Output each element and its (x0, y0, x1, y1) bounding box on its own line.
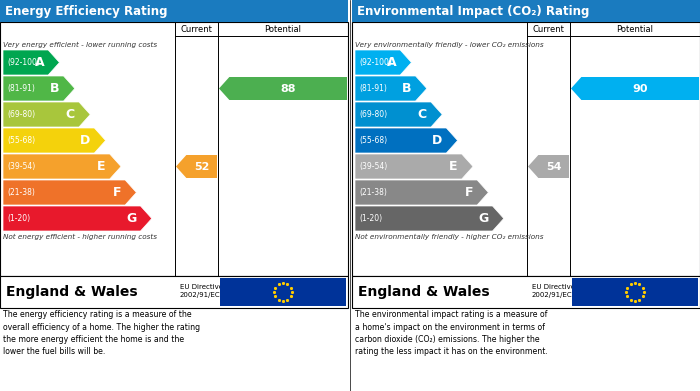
Text: The energy efficiency rating is a measure of the
overall efficiency of a home. T: The energy efficiency rating is a measur… (3, 310, 200, 357)
Text: The environmental impact rating is a measure of
a home's impact on the environme: The environmental impact rating is a mea… (355, 310, 548, 357)
Polygon shape (355, 102, 442, 127)
Text: (69-80): (69-80) (359, 110, 387, 119)
Text: Potential: Potential (617, 25, 654, 34)
Text: A: A (386, 56, 396, 69)
Polygon shape (3, 180, 136, 205)
Polygon shape (571, 77, 699, 100)
Bar (352, 22, 700, 276)
Text: Current: Current (533, 25, 564, 34)
Text: E: E (449, 160, 458, 173)
Text: 90: 90 (632, 84, 648, 93)
Text: 54: 54 (546, 161, 561, 172)
Polygon shape (176, 155, 217, 178)
Text: (55-68): (55-68) (7, 136, 35, 145)
Text: (92-100): (92-100) (7, 58, 40, 67)
Text: (39-54): (39-54) (7, 162, 35, 171)
Text: Potential: Potential (265, 25, 302, 34)
Text: Not environmentally friendly - higher CO₂ emissions: Not environmentally friendly - higher CO… (355, 234, 543, 240)
Text: (1-20): (1-20) (359, 214, 382, 223)
Text: EU Directive: EU Directive (532, 284, 575, 290)
Text: B: B (50, 82, 60, 95)
Text: C: C (66, 108, 75, 121)
Polygon shape (3, 206, 152, 231)
Polygon shape (355, 180, 489, 205)
Polygon shape (355, 50, 412, 75)
Polygon shape (355, 206, 504, 231)
Text: Not energy efficient - higher running costs: Not energy efficient - higher running co… (3, 234, 157, 240)
Polygon shape (355, 154, 473, 179)
Text: E: E (97, 160, 106, 173)
Text: Environmental Impact (CO₂) Rating: Environmental Impact (CO₂) Rating (357, 5, 589, 18)
Text: 2002/91/EC: 2002/91/EC (180, 292, 220, 298)
Bar (0, 276, 348, 308)
Text: England & Wales: England & Wales (358, 285, 489, 299)
Text: D: D (432, 134, 442, 147)
Text: EU Directive: EU Directive (180, 284, 223, 290)
Text: F: F (113, 186, 121, 199)
Polygon shape (3, 102, 90, 127)
Bar (0, 22, 348, 276)
Polygon shape (3, 128, 106, 153)
Bar (220, 278, 346, 306)
Text: B: B (402, 82, 412, 95)
Text: G: G (126, 212, 136, 225)
Text: A: A (34, 56, 44, 69)
Text: Very energy efficient - lower running costs: Very energy efficient - lower running co… (3, 42, 157, 48)
Bar (0, 0, 348, 22)
Text: Current: Current (181, 25, 212, 34)
Text: England & Wales: England & Wales (6, 285, 138, 299)
Text: 52: 52 (194, 161, 209, 172)
Text: (21-38): (21-38) (7, 188, 35, 197)
Polygon shape (3, 154, 121, 179)
Text: G: G (478, 212, 489, 225)
Text: Very environmentally friendly - lower CO₂ emissions: Very environmentally friendly - lower CO… (355, 42, 544, 48)
Text: (1-20): (1-20) (7, 214, 30, 223)
Text: (81-91): (81-91) (7, 84, 35, 93)
Text: C: C (418, 108, 427, 121)
Bar (352, 0, 700, 22)
Text: (21-38): (21-38) (359, 188, 387, 197)
Text: 2002/91/EC: 2002/91/EC (532, 292, 573, 298)
Text: (92-100): (92-100) (359, 58, 392, 67)
Polygon shape (3, 50, 60, 75)
Polygon shape (355, 128, 458, 153)
Text: F: F (465, 186, 473, 199)
Polygon shape (528, 155, 569, 178)
Text: 88: 88 (281, 84, 296, 93)
Text: D: D (80, 134, 90, 147)
Bar (352, 276, 700, 308)
Polygon shape (219, 77, 347, 100)
Text: Energy Efficiency Rating: Energy Efficiency Rating (5, 5, 167, 18)
Polygon shape (355, 76, 427, 101)
Polygon shape (3, 76, 75, 101)
Text: (69-80): (69-80) (7, 110, 35, 119)
Text: (39-54): (39-54) (359, 162, 387, 171)
Text: (55-68): (55-68) (359, 136, 387, 145)
Text: (81-91): (81-91) (359, 84, 387, 93)
Bar (572, 278, 698, 306)
